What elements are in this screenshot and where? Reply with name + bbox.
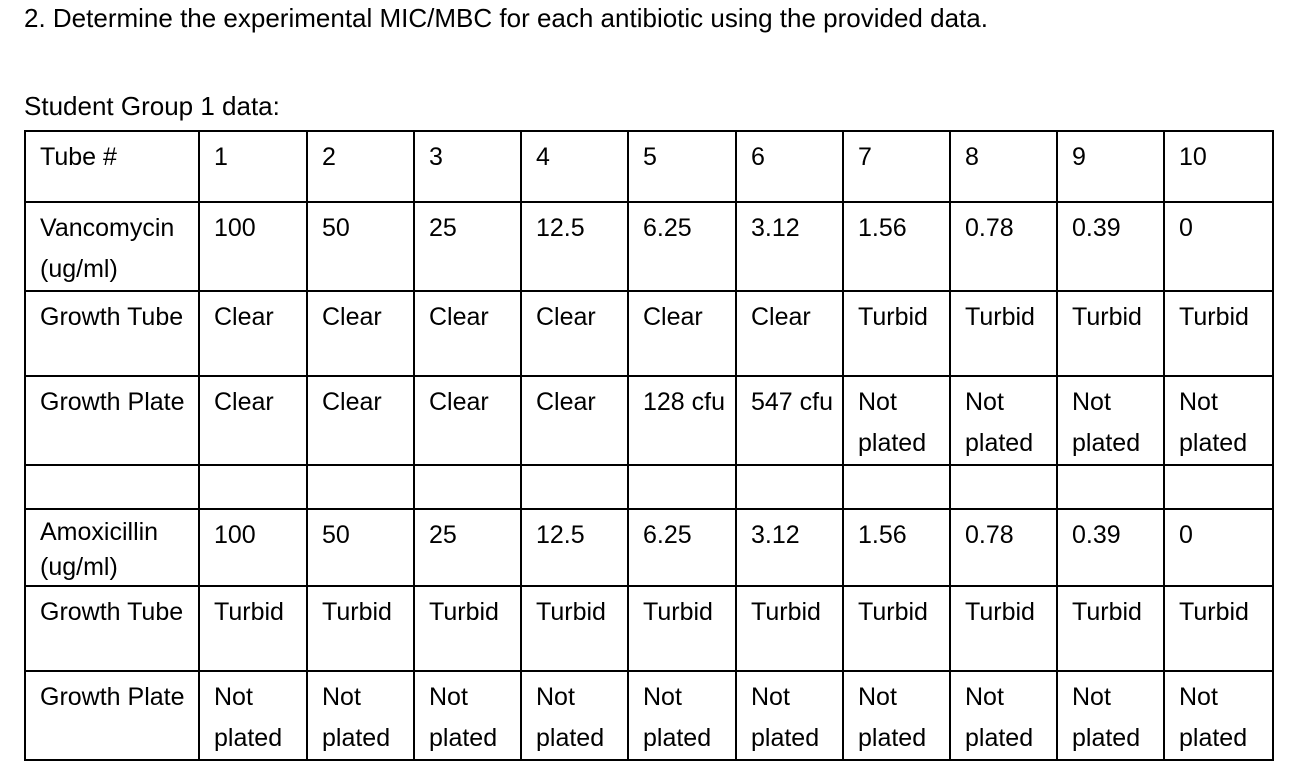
question-text: 2. Determine the experimental MIC/MBC fo… bbox=[24, 3, 988, 33]
table-cell-tube-10: Not plated bbox=[1163, 670, 1274, 761]
empty-cell bbox=[198, 464, 308, 510]
row-label: Amoxicillin (ug/ml) bbox=[24, 508, 200, 587]
vancomycin-growth-tube-row: Growth Tube Clear Clear Clear Clear Clear Clea… bbox=[24, 290, 1274, 377]
table-cell-tube-9: Turbid bbox=[1056, 290, 1165, 377]
table-cell-tube-6: 6 bbox=[735, 130, 844, 203]
table-cell-tube-8: Not plated bbox=[949, 670, 1058, 761]
table-cell-tube-5: 128 cfu bbox=[627, 375, 737, 466]
table-cell-tube-4: 12.5 bbox=[520, 508, 629, 587]
table-cell-tube-10: 10 bbox=[1163, 130, 1274, 203]
table-cell-tube-2: 50 bbox=[306, 508, 415, 587]
empty-cell bbox=[24, 464, 200, 510]
table-cell-tube-1: Clear bbox=[198, 375, 308, 466]
table-cell-tube-7: Turbid bbox=[842, 290, 951, 377]
table-cell-tube-1: Not plated bbox=[198, 670, 308, 761]
table-cell-tube-3: 25 bbox=[413, 508, 522, 587]
table-cell-tube-5: Clear bbox=[627, 290, 737, 377]
empty-cell bbox=[627, 464, 737, 510]
empty-cell bbox=[413, 464, 522, 510]
table-cell-tube-6: 547 cfu bbox=[735, 375, 844, 466]
row-label: Growth Plate bbox=[24, 375, 200, 466]
table-cell-tube-1: 1 bbox=[198, 130, 308, 203]
row-label: Growth Tube bbox=[24, 290, 200, 377]
table-cell-tube-1: Turbid bbox=[198, 585, 308, 672]
table-cell-tube-1: 100 bbox=[198, 201, 308, 292]
table-cell-tube-10: Turbid bbox=[1163, 290, 1274, 377]
table-cell-tube-8: Turbid bbox=[949, 290, 1058, 377]
table-cell-tube-3: Clear bbox=[413, 375, 522, 466]
table-cell-tube-3: Clear bbox=[413, 290, 522, 377]
table-cell-tube-2: 2 bbox=[306, 130, 415, 203]
table-cell-tube-5: Turbid bbox=[627, 585, 737, 672]
spacer-row bbox=[24, 464, 1274, 510]
empty-cell bbox=[1163, 464, 1274, 510]
table-cell-tube-9: 0.39 bbox=[1056, 201, 1165, 292]
table-caption: Student Group 1 data: bbox=[24, 91, 280, 121]
empty-cell bbox=[1056, 464, 1165, 510]
table-cell-tube-3: 25 bbox=[413, 201, 522, 292]
table-cell-tube-1: 100 bbox=[198, 508, 308, 587]
table-cell-tube-7: Not plated bbox=[842, 670, 951, 761]
table-cell-tube-5: 6.25 bbox=[627, 201, 737, 292]
row-label: Growth Plate bbox=[24, 670, 200, 761]
table-cell-tube-2: Turbid bbox=[306, 585, 415, 672]
table-cell-tube-6: Turbid bbox=[735, 585, 844, 672]
row-label: Vancomycin (ug/ml) bbox=[24, 201, 200, 292]
empty-cell bbox=[306, 464, 415, 510]
amoxicillin-growth-tube-row: Growth Tube Turbid Turbid Turbid Turbid Turbi… bbox=[24, 585, 1274, 672]
table-cell-tube-4: Clear bbox=[520, 290, 629, 377]
empty-cell bbox=[520, 464, 629, 510]
table-cell-tube-10: Turbid bbox=[1163, 585, 1274, 672]
table-cell-tube-4: 4 bbox=[520, 130, 629, 203]
table-cell-tube-9: Not plated bbox=[1056, 670, 1165, 761]
empty-cell bbox=[842, 464, 951, 510]
table-cell-tube-7: 1.56 bbox=[842, 508, 951, 587]
vancomycin-growth-plate-row: Growth Plate Clear Clear Clear Clear 128 cfu 5… bbox=[24, 375, 1274, 466]
table-cell-tube-2: 50 bbox=[306, 201, 415, 292]
empty-cell bbox=[949, 464, 1058, 510]
table-cell-tube-7: Turbid bbox=[842, 585, 951, 672]
table-cell-tube-8: Not plated bbox=[949, 375, 1058, 466]
table-cell-tube-8: Turbid bbox=[949, 585, 1058, 672]
table-cell-tube-1: Clear bbox=[198, 290, 308, 377]
table-cell-tube-4: Not plated bbox=[520, 670, 629, 761]
table-cell-tube-8: 0.78 bbox=[949, 201, 1058, 292]
table-cell-tube-7: Not plated bbox=[842, 375, 951, 466]
table-cell-tube-8: 8 bbox=[949, 130, 1058, 203]
table-cell-tube-5: 6.25 bbox=[627, 508, 737, 587]
table-cell-tube-2: Clear bbox=[306, 290, 415, 377]
table-cell-tube-10: Not plated bbox=[1163, 375, 1274, 466]
row-label: Growth Tube bbox=[24, 585, 200, 672]
vancomycin-concentration-row: Vancomycin (ug/ml) 100 50 25 12.5 6.25 3.12 1.5… bbox=[24, 201, 1274, 292]
table-cell-tube-4: Turbid bbox=[520, 585, 629, 672]
table-cell-tube-6: 3.12 bbox=[735, 508, 844, 587]
table-cell-tube-6: 3.12 bbox=[735, 201, 844, 292]
results-table: Tube #1 2 3 4 5 6 7 8 9 10 Vancomycin (ug/ml) 100 5… bbox=[24, 130, 1274, 761]
table-cell-tube-3: Not plated bbox=[413, 670, 522, 761]
tube-number-row: Tube #1 2 3 4 5 6 7 8 9 10 bbox=[24, 130, 1274, 203]
table-cell-tube-5: 5 bbox=[627, 130, 737, 203]
table-cell-tube-4: 12.5 bbox=[520, 201, 629, 292]
table-cell-tube-9: Turbid bbox=[1056, 585, 1165, 672]
table-cell-tube-3: 3 bbox=[413, 130, 522, 203]
empty-cell bbox=[735, 464, 844, 510]
table-cell-tube-10: 0 bbox=[1163, 508, 1274, 587]
table-cell-tube-9: 9 bbox=[1056, 130, 1165, 203]
table-cell-tube-8: 0.78 bbox=[949, 508, 1058, 587]
amoxicillin-concentration-row: Amoxicillin (ug/ml) 100 50 25 12.5 6.25 3.12 1.… bbox=[24, 508, 1274, 587]
table-cell-tube-5: Not plated bbox=[627, 670, 737, 761]
table-cell-tube-2: Not plated bbox=[306, 670, 415, 761]
table-cell-tube-9: 0.39 bbox=[1056, 508, 1165, 587]
table-cell-tube-3: Turbid bbox=[413, 585, 522, 672]
table-cell-tube-6: Not plated bbox=[735, 670, 844, 761]
table-cell-tube-7: 1.56 bbox=[842, 201, 951, 292]
table-cell-tube-2: Clear bbox=[306, 375, 415, 466]
row-label: Tube # bbox=[24, 130, 200, 203]
table-cell-tube-6: Clear bbox=[735, 290, 844, 377]
table-cell-tube-9: Not plated bbox=[1056, 375, 1165, 466]
table-cell-tube-4: Clear bbox=[520, 375, 629, 466]
table-cell-tube-10: 0 bbox=[1163, 201, 1274, 292]
amoxicillin-growth-plate-row: Growth Plate Not plated Not plated Not plat… bbox=[24, 670, 1274, 761]
table-cell-tube-7: 7 bbox=[842, 130, 951, 203]
